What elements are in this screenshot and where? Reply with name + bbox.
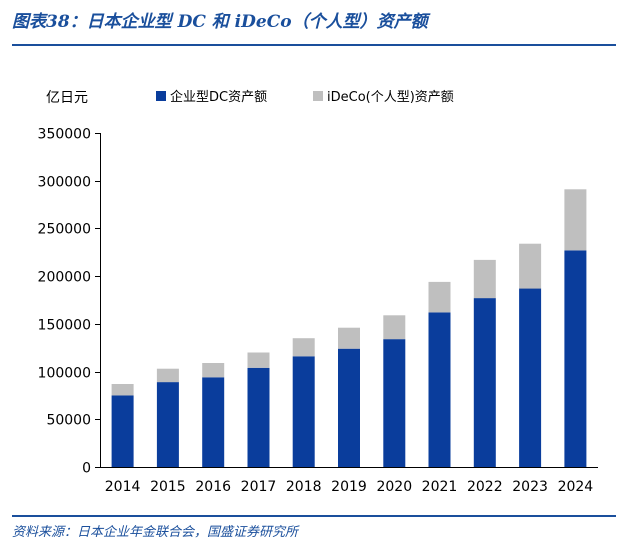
bar-ideco-2023	[519, 243, 542, 289]
bar-corporate-dc-2022	[473, 298, 496, 467]
x-tick-label: 2018	[286, 479, 322, 495]
bar-ideco-2016	[202, 363, 225, 378]
legend-swatch-corporate-dc	[156, 91, 166, 101]
y-tick-label: 50000	[46, 413, 91, 429]
x-tick-label: 2023	[512, 479, 548, 495]
x-tick-label: 2019	[331, 479, 367, 495]
bar-corporate-dc-2020	[383, 339, 406, 467]
y-tick-label: 200000	[38, 270, 91, 286]
bar-corporate-dc-2023	[519, 288, 542, 467]
title-rule	[12, 44, 616, 46]
bar-ideco-2021	[428, 281, 451, 313]
y-unit-label: 亿日元	[46, 90, 88, 106]
bar-ideco-2014	[111, 384, 134, 396]
y-tick-label: 150000	[38, 318, 91, 334]
bar-corporate-dc-2021	[428, 312, 451, 467]
bar-ideco-2015	[156, 368, 179, 383]
bar-ideco-2018	[292, 338, 315, 357]
bar-ideco-2024	[564, 189, 587, 251]
y-tick-label: 0	[82, 461, 91, 477]
x-tick-label: 2014	[105, 479, 141, 495]
bars-layer	[111, 189, 587, 467]
legend-label-ideco: iDeCo(个人型)资产额	[327, 90, 454, 105]
bar-ideco-2020	[383, 315, 406, 340]
source-note: 资料来源：日本企业年金联合会，国盛证券研究所	[12, 525, 299, 540]
bar-corporate-dc-2014	[111, 395, 134, 467]
y-ticks-layer: 0 50000 100000 150000 200000 250000 300000 3500…	[38, 127, 100, 477]
x-tick-label: 2016	[195, 479, 231, 495]
legend-label-corporate-dc: 企业型DC资产额	[170, 89, 267, 105]
x-tick-label: 2022	[467, 479, 503, 495]
bar-corporate-dc-2024	[564, 250, 587, 467]
y-tick-label: 350000	[38, 127, 91, 143]
legend: 企业型DC资产额 iDeCo(个人型)资产额	[156, 89, 454, 105]
x-ticks-layer: 2014 2015 2016 2017 2018 2019 2020 2021 2022 2023…	[105, 479, 594, 495]
x-tick-label: 2015	[150, 479, 186, 495]
y-tick-label: 100000	[38, 366, 91, 382]
x-tick-label: 2021	[422, 479, 458, 495]
x-tick-label: 2020	[376, 479, 412, 495]
bar-corporate-dc-2015	[156, 382, 179, 467]
figure-title: 图表38：日本企业型 DC 和 iDeCo（个人型）资产额	[12, 12, 428, 32]
bar-ideco-2019	[338, 327, 360, 349]
x-tick-label: 2024	[558, 479, 594, 495]
bar-corporate-dc-2017	[247, 367, 270, 467]
y-tick-label: 300000	[38, 175, 91, 191]
bar-corporate-dc-2019	[338, 348, 360, 467]
y-tick-label: 250000	[38, 222, 91, 238]
bar-corporate-dc-2018	[292, 356, 315, 467]
x-tick-label: 2017	[241, 479, 277, 495]
bar-ideco-2017	[247, 352, 270, 368]
source-rule	[12, 515, 616, 517]
bar-ideco-2022	[473, 259, 496, 299]
legend-swatch-ideco	[313, 91, 323, 101]
bar-corporate-dc-2016	[202, 377, 225, 467]
